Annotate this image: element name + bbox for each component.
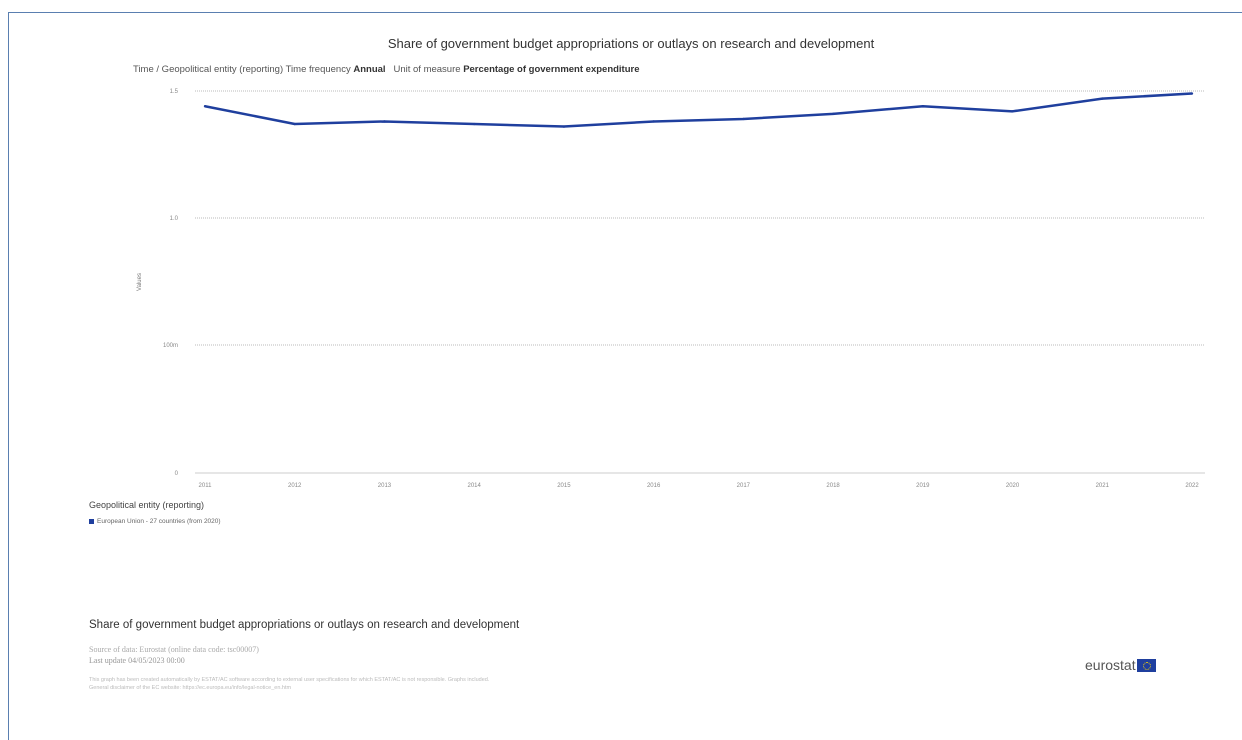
x-tick-label: 2015: [557, 483, 571, 489]
footer-last-update: Last update 04/05/2023 00:00: [89, 656, 185, 665]
data-point: [1101, 97, 1104, 100]
disclaimer-line-2: General disclaimer of the EC website: ht…: [89, 685, 292, 691]
y-axis-label: Values: [137, 273, 143, 291]
x-tick-label: 2020: [1006, 483, 1020, 489]
legend-title: Geopolitical entity (reporting): [89, 500, 205, 510]
subtitle-unit-label: Unit of measure: [393, 64, 461, 75]
legend-item-eu27[interactable]: European Union - 27 countries (from 2020…: [89, 518, 221, 525]
data-point: [293, 122, 296, 126]
x-tick-label: 2014: [468, 483, 482, 489]
data-point: [472, 122, 476, 126]
y-tick-label: 1.0: [170, 216, 179, 222]
x-tick-label: 2012: [288, 483, 302, 489]
y-tick-label: 0: [175, 471, 179, 477]
footer-disclaimer: This graph has been created automaticall…: [89, 676, 789, 692]
logo-text: eurostat: [1085, 657, 1136, 673]
x-tick-label: 2018: [826, 483, 840, 489]
data-point: [831, 112, 835, 116]
x-tick-label: 2017: [737, 483, 751, 489]
x-tick-label: 2022: [1185, 483, 1199, 489]
y-tick-label: 100m: [163, 343, 178, 349]
disclaimer-line-1: This graph has been created automaticall…: [89, 677, 490, 683]
x-tick-label: 2013: [378, 483, 392, 489]
chart-title: Share of government budget appropriation…: [387, 36, 875, 51]
subtitle-unit: Percentage of government expenditure: [463, 64, 640, 75]
subtitle-frequency: Annual: [353, 64, 386, 75]
data-point: [562, 125, 566, 128]
y-tick-label: 1.5: [170, 89, 179, 95]
x-tick-label: 2016: [647, 483, 661, 489]
series-line: [204, 92, 1193, 128]
data-point: [921, 105, 925, 108]
footer-title: Share of government budget appropriation…: [89, 619, 520, 631]
eurostat-logo: eurostat: [1085, 657, 1156, 673]
data-point: [1190, 92, 1194, 95]
eu-flag-icon: [1136, 658, 1156, 672]
x-tick-label: 2019: [916, 483, 930, 489]
chart-subtitle: Time / Geopolitical entity (reporting) T…: [133, 64, 640, 75]
subtitle-prefix: Time / Geopolitical entity (reporting) T…: [133, 64, 351, 75]
line-chart: 0 100m 1.0 1.5 Values 2011 2012 2013 2014 2015 201…: [137, 89, 1205, 489]
legend-label: European Union - 27 countries (from 2020…: [97, 518, 221, 525]
data-point: [1011, 110, 1014, 113]
footer-source: Source of data: Eurostat (online data co…: [89, 645, 259, 654]
x-tick-label: 2011: [199, 483, 213, 489]
chart-frame: [8, 12, 1242, 740]
data-point: [203, 105, 207, 108]
data-point: [652, 120, 655, 123]
legend-swatch: [89, 519, 94, 524]
data-point: [742, 117, 745, 121]
x-tick-label: 2021: [1096, 483, 1110, 489]
data-point: [383, 120, 386, 123]
